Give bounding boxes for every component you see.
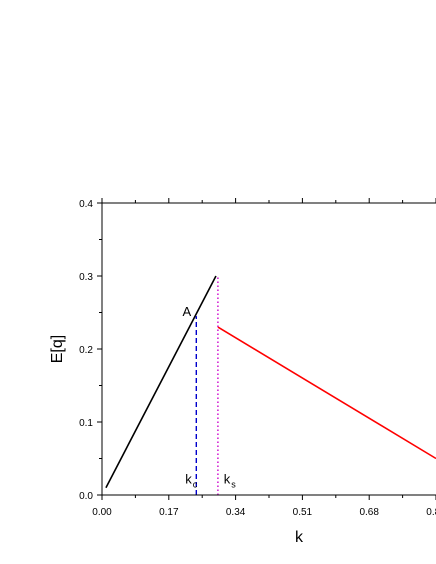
x-tick-label: 0.85 <box>426 507 436 518</box>
y-tick-label: 0.4 <box>79 199 93 210</box>
y-axis-title: E[q] <box>49 335 66 363</box>
x-axis-title: k <box>295 529 304 546</box>
x-tick-label: 0.00 <box>92 507 112 518</box>
annotation-subscript: s <box>231 479 236 489</box>
y-tick-label: 0.3 <box>79 272 93 283</box>
annotation-a: A <box>183 304 192 319</box>
annotations: Akc ks <box>183 304 237 489</box>
axes: 0.00 0.17 0.34 0.51 0.68 0.85 0.0 0.1 0.2 0.3 0.4 <box>79 198 436 518</box>
series-layer <box>105 275 436 495</box>
annotation-ks: ks <box>224 471 237 489</box>
x-tick-label: 0.34 <box>226 507 246 518</box>
series-line-black <box>105 275 217 489</box>
x-tick-label: 0.17 <box>159 507 179 518</box>
y-tick-label: 0.2 <box>79 345 93 356</box>
y-tick-label: 0.1 <box>79 418 93 429</box>
annotation-subscript: c <box>193 479 198 489</box>
x-tick-label: 0.51 <box>293 507 313 518</box>
series-line-red <box>217 326 436 460</box>
y-tick-label: 0.0 <box>79 491 93 502</box>
x-tick-label: 0.68 <box>359 507 379 518</box>
